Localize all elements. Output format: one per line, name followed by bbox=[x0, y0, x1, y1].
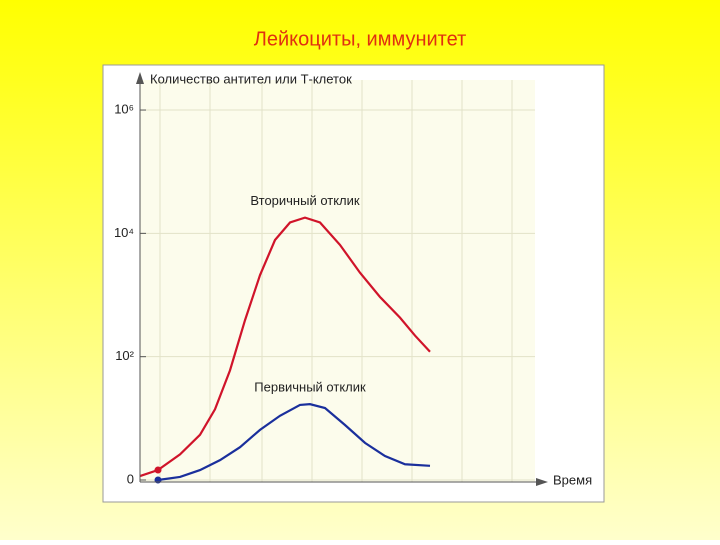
y-tick-label: 10⁴ bbox=[114, 225, 134, 240]
series-line bbox=[139, 216, 431, 478]
y-axis-title: Количество антител или Т-клеток bbox=[150, 71, 352, 86]
series-label: Вторичный отклик bbox=[250, 193, 360, 208]
series-label: Первичный отклик bbox=[254, 380, 366, 395]
x-arrow bbox=[536, 478, 548, 486]
start-point bbox=[154, 466, 162, 474]
vertical-grid bbox=[159, 80, 513, 482]
y-tick-label: 10⁶ bbox=[114, 101, 134, 116]
y-arrow bbox=[136, 72, 144, 84]
plot-area bbox=[140, 80, 535, 482]
plot: 0 10² 10⁴ 10⁶ Вторичный отклик Первичный откл… bbox=[114, 101, 535, 486]
y-tick-label: 0 bbox=[127, 471, 134, 486]
y-tick-label: 10² bbox=[115, 348, 134, 363]
series-line bbox=[157, 403, 431, 482]
x-axis-title: Время bbox=[553, 472, 592, 487]
slide-title: Лейкоциты, иммунитет bbox=[254, 28, 466, 50]
